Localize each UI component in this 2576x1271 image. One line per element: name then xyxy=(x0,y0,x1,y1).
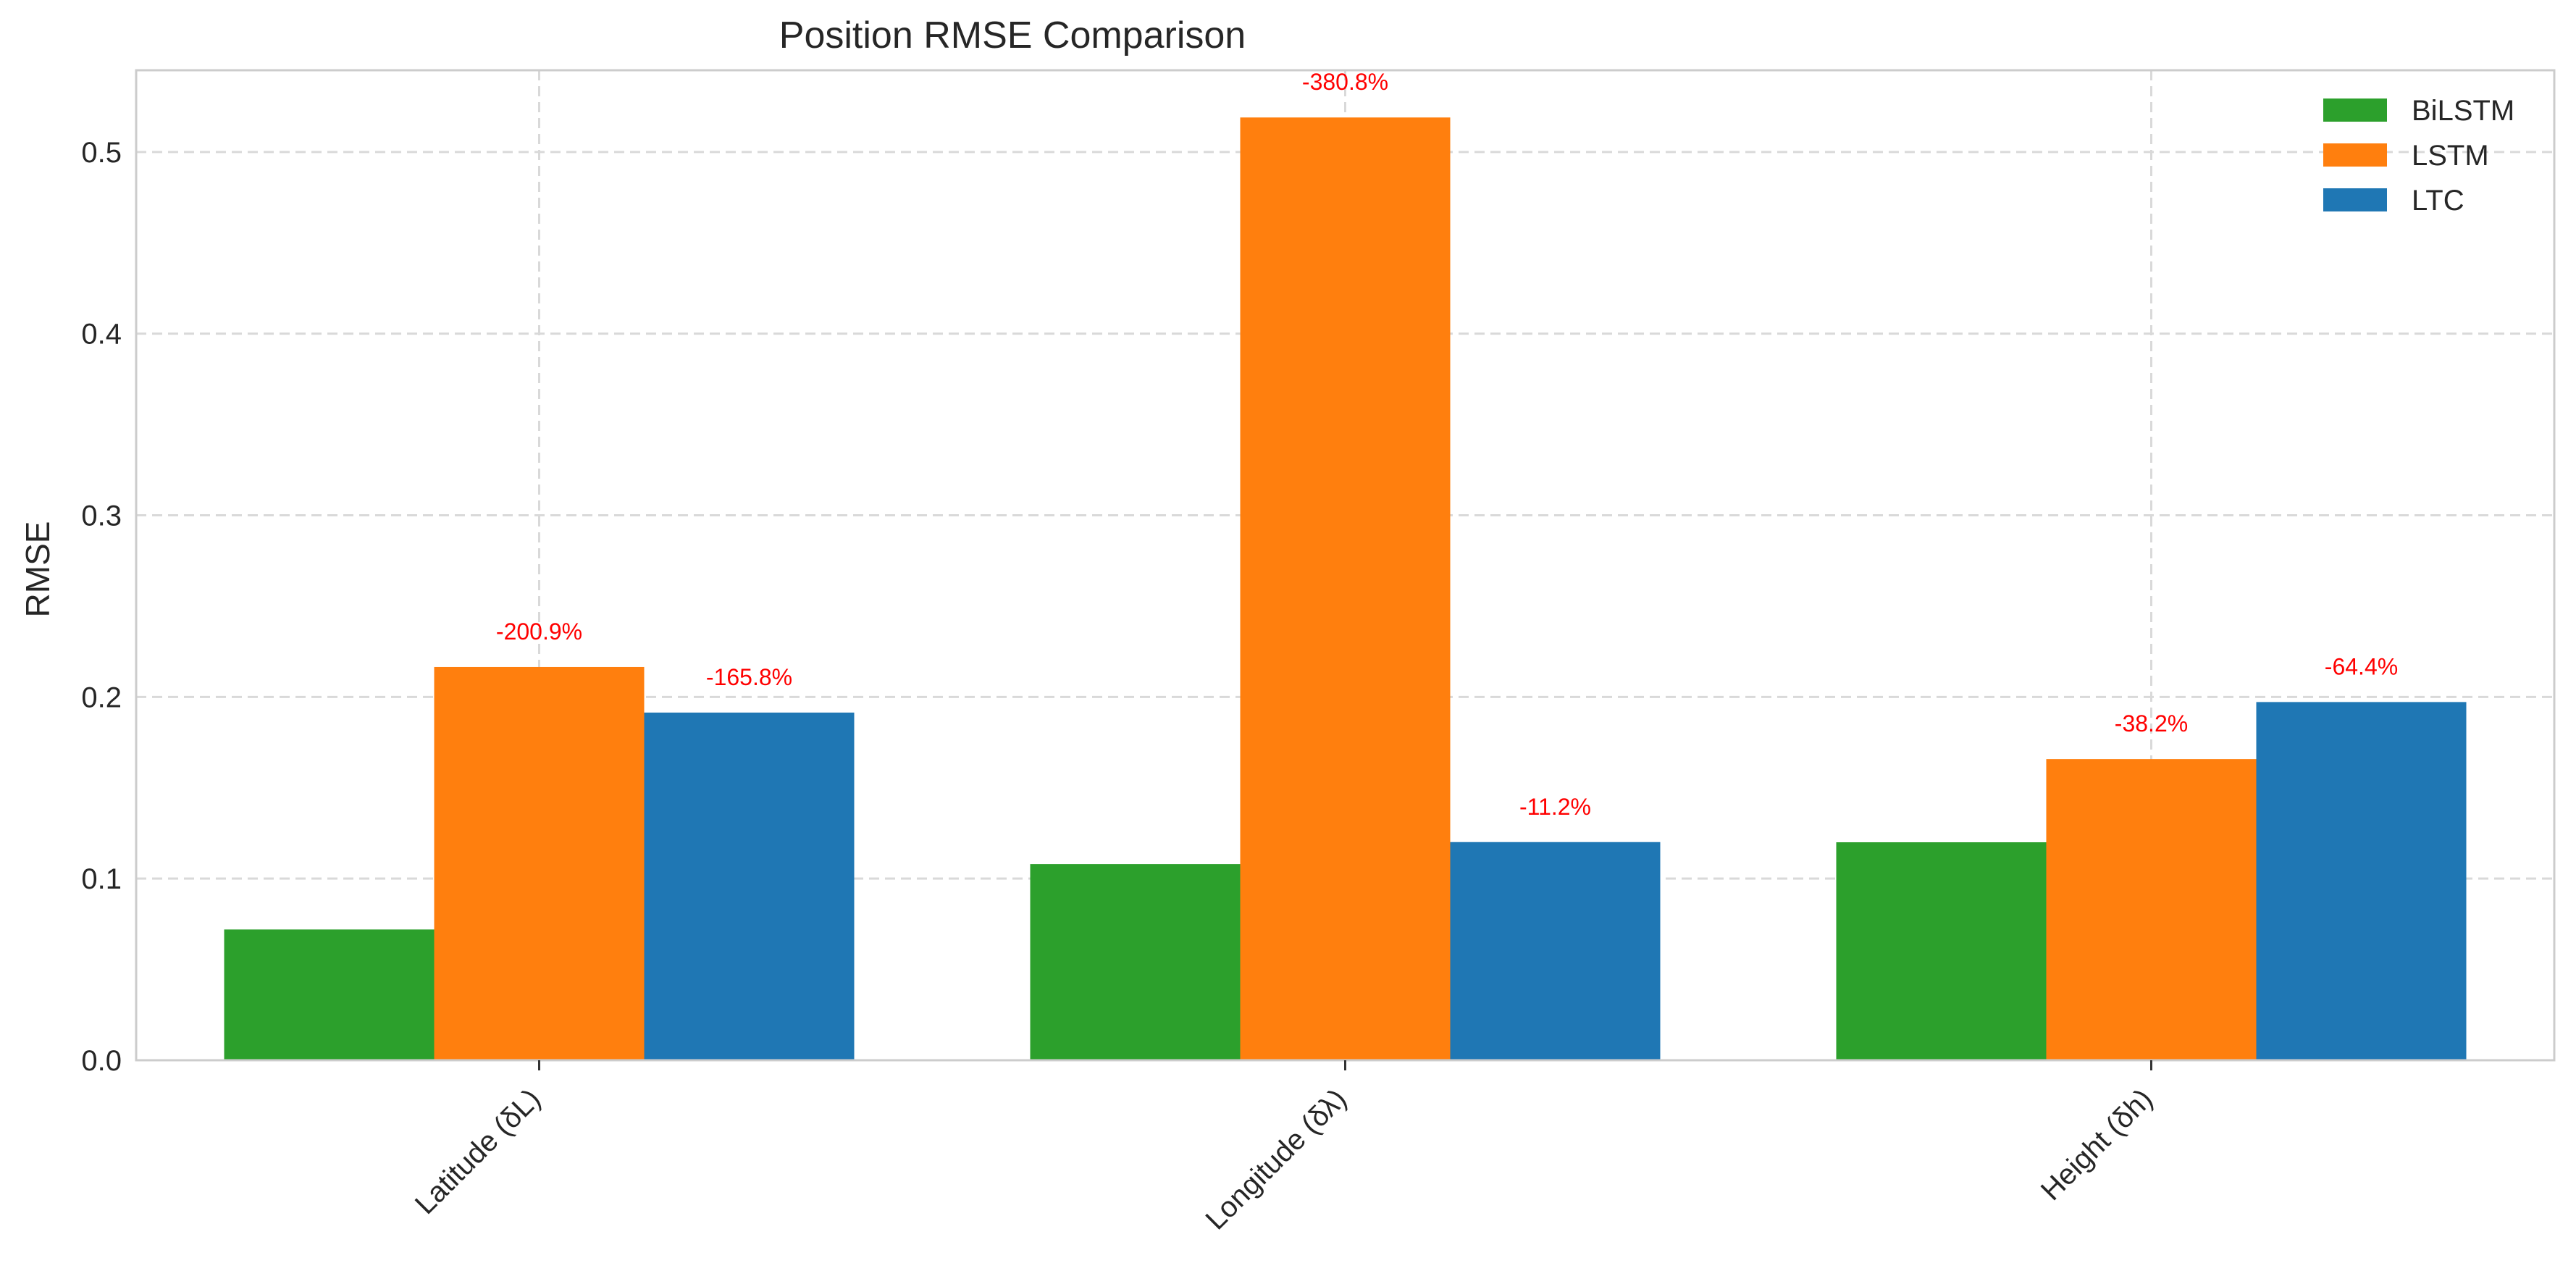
bar-ltc-2 xyxy=(1450,842,1661,1060)
legend-label-lstm: LSTM xyxy=(2412,140,2489,172)
y-tick-label: 0.5 xyxy=(81,137,122,169)
bar-ltc-3 xyxy=(2256,702,2467,1060)
annotations: -200.9% -165.8% -380.8% -11.2% -38.2% -64.4% xyxy=(496,69,2398,820)
bar-bilstm-1 xyxy=(224,929,435,1060)
bar-ltc-1 xyxy=(644,712,855,1060)
bar-annotation: -64.4% xyxy=(2325,653,2398,679)
legend-swatch-ltc xyxy=(2323,188,2387,211)
y-tick-label: 0.0 xyxy=(81,1045,122,1077)
bar-lstm-1 xyxy=(434,666,645,1060)
bar-annotation: -11.2% xyxy=(1519,794,1591,820)
y-tick-label: 0.1 xyxy=(81,863,122,895)
bar-annotation: -200.9% xyxy=(496,618,582,645)
bar-lstm-2 xyxy=(1240,117,1451,1060)
bar-annotation: -380.8% xyxy=(1302,69,1388,95)
bar-annotation: -38.2% xyxy=(2115,710,2188,737)
bar-lstm-3 xyxy=(2046,759,2257,1060)
y-tick-label: 0.2 xyxy=(81,681,122,713)
y-axis-label: RMSE xyxy=(19,521,56,618)
y-tick-label: 0.4 xyxy=(81,319,122,351)
bar-bilstm-2 xyxy=(1030,864,1241,1060)
legend-swatch-bilstm xyxy=(2323,98,2387,122)
chart-title: Position RMSE Comparison xyxy=(779,14,1246,56)
bar-bilstm-3 xyxy=(1836,842,2047,1060)
legend: BiLSTM LSTM LTC xyxy=(2323,95,2514,217)
legend-swatch-lstm xyxy=(2323,143,2387,167)
bar-annotation: -165.8% xyxy=(706,664,792,690)
y-tick-label: 0.3 xyxy=(81,500,122,532)
bars xyxy=(224,117,2467,1060)
legend-label-ltc: LTC xyxy=(2412,185,2464,217)
legend-label-bilstm: BiLSTM xyxy=(2412,95,2514,127)
